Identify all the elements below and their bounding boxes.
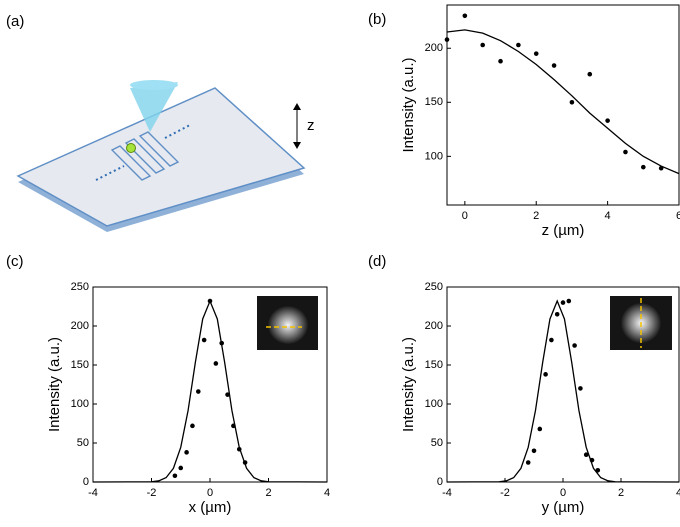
data-point [583,452,589,458]
data-point [201,337,207,343]
y-tick-label: 150 [71,359,89,371]
data-point [196,389,201,394]
y-tick-label: 100 [425,398,443,410]
y-tick-label: 200 [71,320,89,332]
data-point [444,37,450,42]
x-tick-label: 2 [533,210,539,222]
data-point [213,361,219,366]
data-point [178,465,184,471]
data-point [531,448,537,454]
y-tick-label: 250 [425,281,443,293]
panel-label: (c) [6,253,24,270]
x-tick-label: 4 [324,487,330,499]
x-axis-label: x (µm) [189,499,232,516]
panel-a: (a) z [6,13,315,232]
dots-left [95,165,125,181]
data-point [172,473,178,479]
data-point [569,99,575,105]
cone-top [130,80,178,90]
y-tick-label: 150 [425,96,443,108]
y-axis-label: Intensity (a.u.) [400,337,417,432]
data-point [516,42,521,48]
data-point [554,312,560,317]
x-tick-label: 4 [605,210,611,222]
y-tick-label: 0 [83,476,89,488]
z-label: z [307,117,315,134]
z-arrow-head [293,103,301,110]
panel-label: (b) [368,11,386,28]
plot-frame [446,4,680,206]
panel-label: (a) [6,13,24,30]
data-point [190,423,195,429]
waveguides [110,131,180,181]
data-point [480,42,485,48]
data-point [566,298,572,304]
y-tick-label: 200 [425,42,443,54]
fit-line [446,29,680,175]
x-tick-label: -4 [88,487,98,499]
y-tick-label: 250 [71,281,89,293]
data-point [587,71,593,77]
inset-d [610,296,672,350]
y-tick-label: 50 [77,437,89,449]
y-axis-label: Intensity (a.u.) [46,337,63,432]
data-point [498,58,503,64]
data-point [551,63,557,68]
data-point [462,13,468,19]
cone [130,82,178,132]
z-arrow-head [293,142,301,149]
x-tick-label: -2 [500,487,510,499]
y-tick-label: 200 [425,320,443,332]
x-tick-label: 2 [265,487,271,499]
data-point [605,118,610,123]
x-tick-label: -2 [147,487,157,499]
fit-line [446,299,680,483]
data-point [560,300,566,305]
data-point [578,386,583,391]
particle [126,143,136,153]
x-axis-label: z (µm) [542,222,585,239]
y-tick-label: 150 [425,359,443,371]
data-point [537,426,543,432]
y-tick-label: 100 [425,150,443,162]
data-point [549,337,554,343]
data-point [184,450,189,455]
data-point [572,343,577,348]
x-tick-label: 6 [676,210,680,222]
y-tick-label: 50 [431,437,443,449]
data-point [623,149,628,155]
inset-c [257,296,318,350]
data-point [533,51,539,56]
x-tick-label: 2 [618,487,624,499]
x-tick-label: 4 [676,487,680,499]
x-tick-label: 0 [207,487,213,499]
y-axis-label: Intensity (a.u.) [400,57,417,152]
x-tick-label: -4 [442,487,452,499]
fit-line [92,299,328,483]
data-point [525,460,531,465]
data-point [641,164,646,170]
x-axis-label: y (µm) [542,499,585,516]
x-tick-label: 0 [462,210,468,222]
x-tick-label: 0 [560,487,566,499]
y-tick-label: 0 [437,476,443,488]
data-point [543,372,548,377]
panel-label: (d) [368,253,386,270]
y-tick-label: 100 [71,398,89,410]
